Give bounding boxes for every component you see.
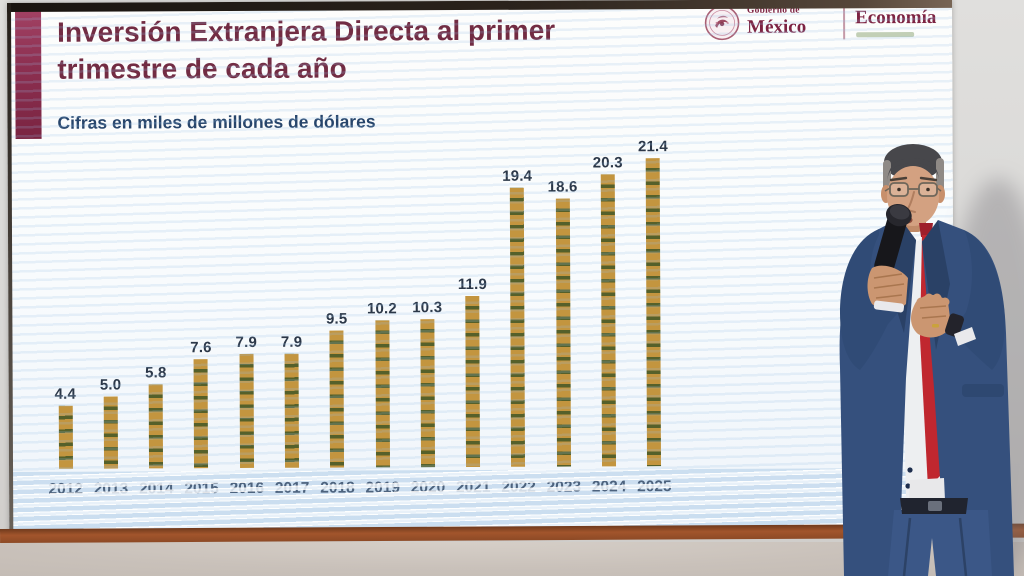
bar-2017: [284, 353, 300, 468]
logo-divider: [843, 7, 846, 40]
economia-sub-mark: [856, 32, 915, 38]
slide-title: Inversión Extranjera Directa al primer t…: [57, 12, 697, 89]
bar-2021: [465, 295, 481, 468]
bar-value-label: 19.4: [502, 167, 533, 185]
bar-group-2016: 7.92016: [223, 112, 270, 497]
bar-value-label: 10.3: [412, 298, 443, 316]
bar-2015: [194, 358, 209, 469]
slide-title-line1: Inversión Extranjera Directa al primer: [57, 14, 556, 48]
speaker: [839, 144, 1024, 576]
bar-value-label: 9.5: [325, 310, 348, 328]
bar-group-2019: 10.22019: [358, 111, 405, 496]
speaker-belt: [900, 498, 968, 514]
bar-2018: [329, 330, 345, 468]
projection-screen: Inversión Extranjera Directa al primer t…: [7, 0, 955, 534]
bar-2013: [103, 396, 118, 469]
government-logo-block: Gobierno de México Economía: [695, 0, 951, 54]
bar-group-2013: 5.02013: [87, 112, 134, 498]
bar-2012: [58, 405, 73, 469]
gobierno-de-mexico-wordmark: Gobierno de México: [747, 5, 807, 38]
bar-2019: [374, 320, 390, 468]
bar-2023: [555, 198, 571, 467]
bar-group-2022: 19.42022: [494, 111, 541, 495]
bar-2025: [645, 157, 662, 467]
economia-wordmark: Economía: [855, 6, 937, 29]
bar-chart: 4.420125.020135.820147.620157.920167.920…: [41, 110, 677, 498]
bar-group-2024: 20.32024: [585, 110, 632, 495]
bar-group-2023: 18.62023: [540, 110, 587, 496]
bar-group-2012: 4.42012: [41, 113, 88, 497]
bar-group-2018: 9.52018: [313, 111, 360, 497]
bar-2016: [239, 354, 254, 468]
slide-title-line2: trimestre de cada año: [57, 52, 347, 85]
bar-value-label: 21.4: [637, 137, 668, 156]
bar-value-label: 4.4: [54, 385, 77, 403]
speaker-gesture-hand: [910, 293, 976, 346]
bar-2020: [420, 318, 435, 468]
gobierno-de-label: Gobierno de: [747, 5, 800, 16]
bar-2022: [510, 187, 526, 467]
speaker-shirt-waist: [909, 478, 945, 500]
bar-group-2017: 7.92017: [268, 112, 315, 497]
bar-value-label: 5.0: [99, 376, 122, 394]
bar-value-label: 7.9: [235, 334, 258, 352]
mexico-label: México: [747, 16, 807, 38]
bar-value-label: 7.9: [280, 333, 303, 352]
microphone: [874, 203, 912, 277]
speaker-trousers: [888, 510, 992, 576]
bar-value-label: 5.8: [145, 364, 167, 382]
bar-value-label: 20.3: [592, 154, 623, 172]
bar-value-label: 18.6: [547, 178, 578, 196]
bar-value-label: 7.6: [190, 338, 212, 356]
gobierno-de-mexico-emblem-icon: [704, 5, 740, 41]
speaker-glasses: [884, 182, 942, 197]
speaker-mic-hand: [867, 265, 908, 313]
bar-value-label: 10.2: [366, 300, 397, 318]
bar-group-2020: 10.32020: [404, 111, 451, 496]
bar-group-2015: 7.62015: [177, 112, 224, 498]
bar-group-2025: 21.42025: [630, 110, 677, 495]
bar-value-label: 11.9: [457, 275, 488, 293]
bar-2024: [600, 174, 617, 467]
slide-accent-bar: [15, 10, 42, 139]
bar-2014: [148, 384, 164, 469]
speaker-watch: [944, 313, 964, 337]
bar-group-2021: 11.92021: [449, 111, 496, 496]
bar-group-2014: 5.82014: [132, 112, 179, 498]
